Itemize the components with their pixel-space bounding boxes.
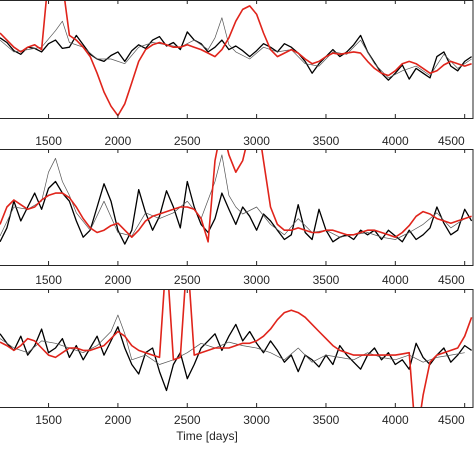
x-tick-label: 4500	[438, 273, 465, 287]
series-line-1	[0, 314, 465, 365]
series-group	[0, 149, 473, 245]
x-tick-label: 3000	[243, 413, 270, 427]
series-group	[0, 0, 472, 117]
series-group	[0, 289, 473, 407]
panel-top: 1500 2000 2500 3000 3500 4000 4500	[0, 0, 474, 148]
x-tick-label: 4000	[382, 413, 409, 427]
x-tick-label: 2500	[174, 134, 201, 148]
series-line-0	[0, 31, 472, 81]
panel-bottom: 1500 2000 2500 3000 3500 4000 4500	[0, 289, 474, 427]
x-tick-label: 1500	[35, 413, 62, 427]
x-tick-label: 3500	[313, 273, 340, 287]
x-tick-label: 3000	[243, 273, 270, 287]
x-tick-label: 3500	[313, 413, 340, 427]
series-line-2	[0, 0, 472, 117]
x-tick-label: 2500	[174, 273, 201, 287]
series-line-2	[0, 149, 472, 243]
x-tick-label: 1500	[35, 134, 62, 148]
x-tick-label: 2000	[105, 413, 132, 427]
x-tick-label: 3000	[243, 134, 270, 148]
x-tick-label: 2000	[105, 273, 132, 287]
series-line-0	[0, 323, 472, 392]
axes-frame	[0, 149, 474, 266]
x-tick-label: 4000	[382, 273, 409, 287]
x-tick-label: 2500	[174, 413, 201, 427]
panel-middle: 1500 2000 2500 3000 3500 4000 4500	[0, 149, 474, 287]
x-tick-label: 4500	[438, 134, 465, 148]
x-tick-label: 2000	[105, 134, 132, 148]
x-tick-label: 4500	[438, 413, 465, 427]
x-tick-label: 1500	[35, 273, 62, 287]
series-line-0	[0, 180, 473, 245]
series-line-1	[0, 17, 472, 79]
series-line-2	[0, 289, 473, 407]
x-tick-label: 3500	[313, 134, 340, 148]
series-line-1	[0, 154, 465, 240]
panels: 1500 2000 2500 3000 3500 4000 4500 1500 2000 2500…	[0, 0, 474, 427]
axes-frame	[0, 0, 474, 119]
x-tick-label: 4000	[382, 134, 409, 148]
x-axis-title: Time [days]	[176, 429, 238, 443]
axes-frame	[0, 289, 474, 408]
